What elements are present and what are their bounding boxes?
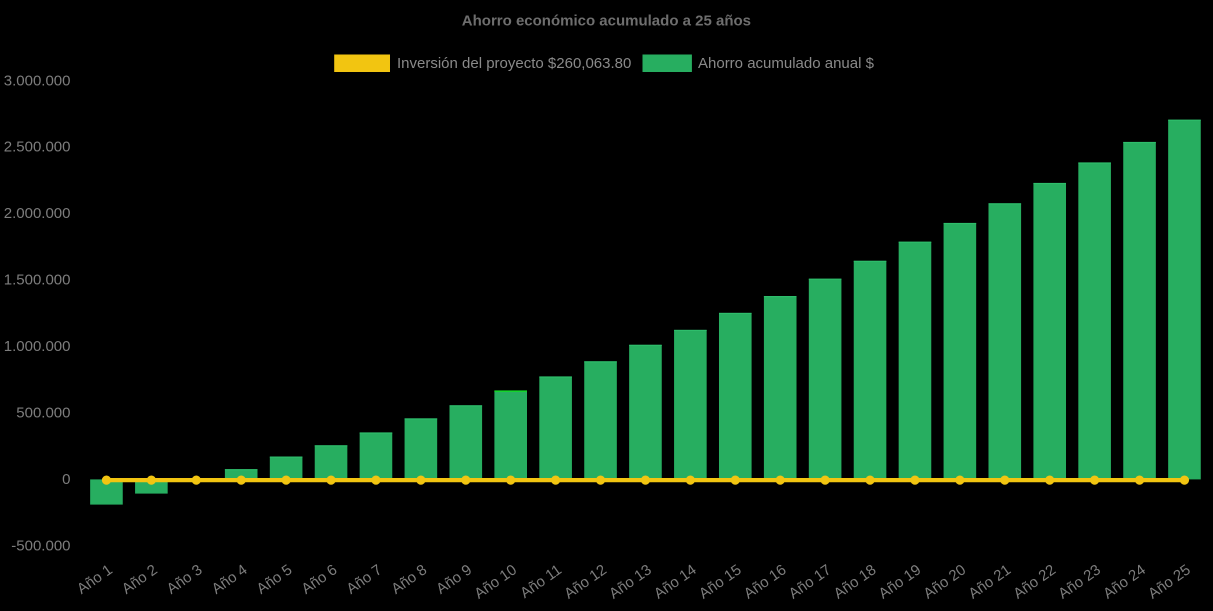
svg-text:500.000: 500.000 <box>16 405 70 422</box>
svg-text:Ahorro acumulado anual $: Ahorro acumulado anual $ <box>698 55 875 72</box>
svg-text:2.500.000: 2.500.000 <box>4 139 71 156</box>
svg-text:0: 0 <box>62 471 70 488</box>
svg-text:1.000.000: 1.000.000 <box>4 338 71 355</box>
svg-text:1.500.000: 1.500.000 <box>4 272 71 289</box>
svg-text:Ahorro económico acumulado a 2: Ahorro económico acumulado a 25 años <box>462 12 751 29</box>
svg-text:Inversión del proyecto $260,06: Inversión del proyecto $260,063.80 <box>397 55 631 72</box>
svg-text:3.000.000: 3.000.000 <box>4 73 71 90</box>
svg-text:2.000.000: 2.000.000 <box>4 205 71 222</box>
svg-text:-500.000: -500.000 <box>11 537 70 554</box>
